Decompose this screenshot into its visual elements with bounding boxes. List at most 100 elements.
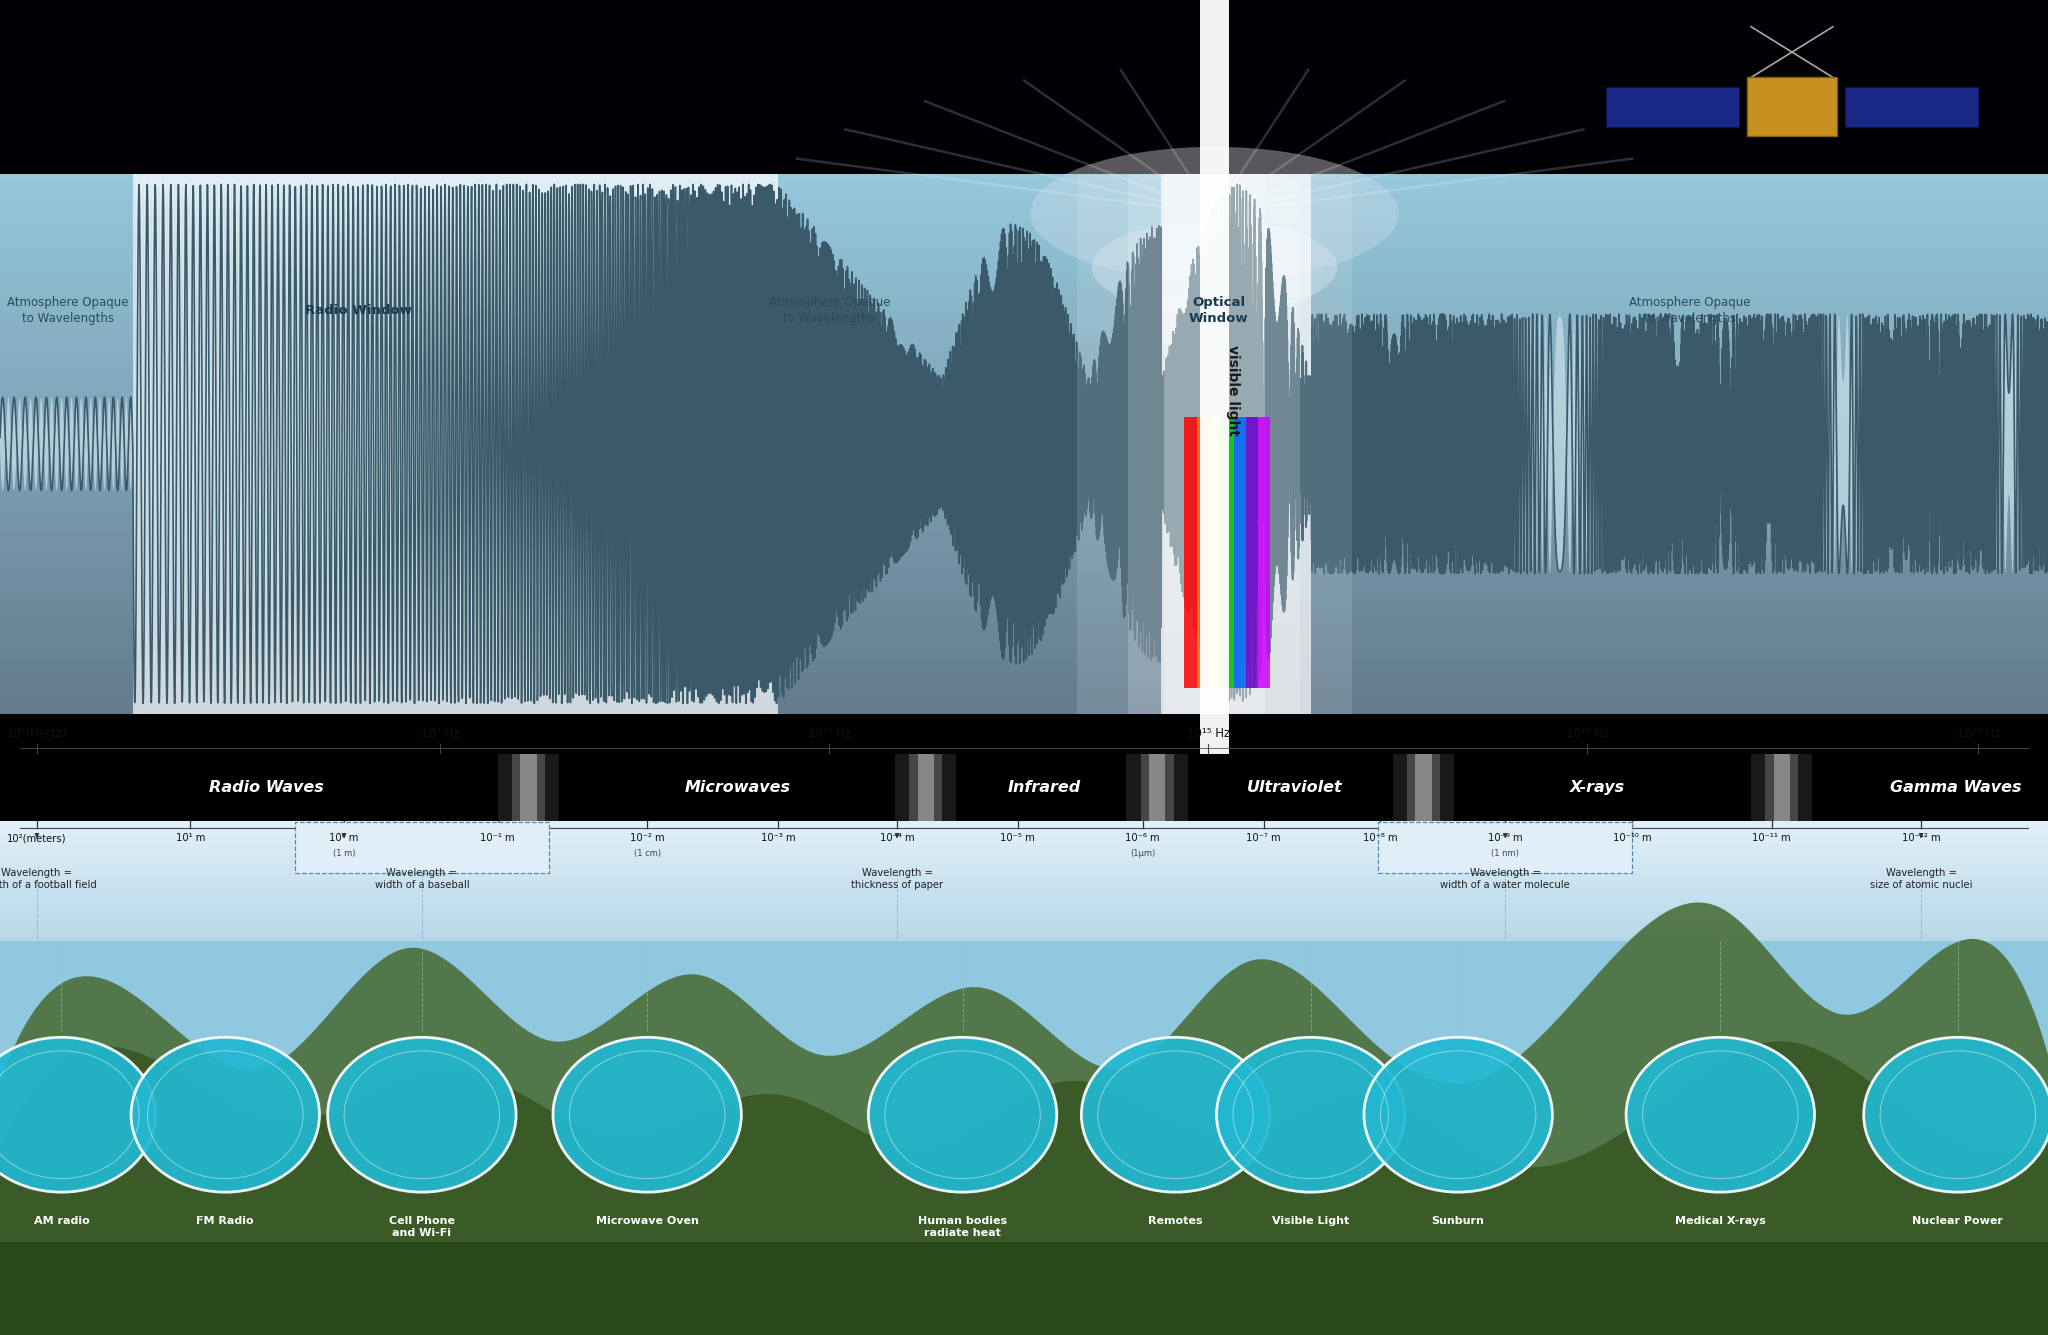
Bar: [0, 430, 2048, 437]
Bar: [0, 390, 2048, 396]
Ellipse shape: [553, 1037, 741, 1192]
Bar: [0, 688, 2048, 694]
Text: (1 cm): (1 cm): [633, 849, 662, 858]
Bar: [1606, 87, 1739, 127]
Text: Wavelength =
thickness of paper: Wavelength = thickness of paper: [852, 868, 942, 890]
Bar: [1221, 417, 1233, 688]
Text: Sunburn: Sunburn: [1432, 1216, 1485, 1226]
Bar: [1845, 87, 1978, 127]
Bar: [0, 925, 2048, 929]
Bar: [0, 933, 2048, 937]
Bar: [0, 383, 2048, 390]
Bar: [0, 853, 2048, 857]
Bar: [0, 566, 2048, 573]
Text: Radio Window: Radio Window: [305, 304, 412, 316]
Bar: [0, 869, 2048, 873]
Bar: [0, 282, 2048, 288]
Text: 10¹² Hz: 10¹² Hz: [807, 726, 852, 740]
Text: 10⁻¹⁰ m: 10⁻¹⁰ m: [1614, 833, 1651, 842]
Ellipse shape: [0, 1037, 156, 1192]
Bar: [0, 929, 2048, 933]
Bar: [0, 829, 2048, 833]
Bar: [1257, 417, 1270, 688]
Bar: [0, 242, 2048, 248]
Bar: [0, 207, 2048, 214]
Bar: [0, 681, 2048, 688]
Bar: [0, 322, 2048, 328]
Bar: [0, 350, 2048, 356]
Text: 10⁻² m: 10⁻² m: [631, 833, 664, 842]
Text: Optical
Window: Optical Window: [1188, 295, 1249, 326]
Bar: [0, 857, 2048, 861]
Bar: [0, 343, 2048, 350]
Bar: [1393, 754, 1454, 821]
Bar: [0, 901, 2048, 905]
Text: 10⁰ m: 10⁰ m: [330, 833, 358, 842]
Bar: [0, 626, 2048, 633]
Bar: [0, 0, 2048, 174]
Bar: [0, 905, 2048, 909]
Bar: [0, 653, 2048, 659]
Bar: [0, 187, 2048, 194]
Bar: [0, 708, 2048, 714]
Bar: [1774, 754, 1790, 821]
Text: Medical X-rays: Medical X-rays: [1675, 1216, 1765, 1226]
Bar: [0, 396, 2048, 403]
Bar: [0, 235, 2048, 242]
Bar: [0, 917, 2048, 921]
Bar: [0, 220, 2048, 227]
Bar: [0, 1242, 2048, 1335]
Bar: [0, 302, 2048, 308]
Text: Infrared: Infrared: [1008, 780, 1081, 796]
Bar: [0, 937, 2048, 941]
Text: FM Radio: FM Radio: [197, 1216, 254, 1226]
Bar: [0, 194, 2048, 200]
Bar: [0, 511, 2048, 518]
Ellipse shape: [1217, 1037, 1405, 1192]
Text: 10⁻⁶ m: 10⁻⁶ m: [1126, 833, 1159, 842]
Bar: [0, 228, 2048, 235]
Ellipse shape: [1864, 1037, 2048, 1192]
Text: 10¹⁵ Hz: 10¹⁵ Hz: [1186, 726, 1231, 740]
Text: Microwaves: Microwaves: [684, 780, 791, 796]
Text: Gamma Waves: Gamma Waves: [1890, 780, 2021, 796]
Text: Atmosphere Opaque
to Wavelengths: Atmosphere Opaque to Wavelengths: [6, 295, 129, 326]
Bar: [1161, 174, 1311, 714]
Text: 10⁻⁵ m: 10⁻⁵ m: [1001, 833, 1034, 842]
Bar: [0, 200, 2048, 207]
Ellipse shape: [868, 1037, 1057, 1192]
Bar: [0, 531, 2048, 538]
Bar: [1184, 417, 1196, 688]
Bar: [0, 268, 2048, 275]
Bar: [0, 538, 2048, 545]
Bar: [0, 837, 2048, 841]
Ellipse shape: [328, 1037, 516, 1192]
Bar: [1128, 174, 1300, 714]
Text: visible light: visible light: [1227, 344, 1239, 437]
Bar: [0, 174, 2048, 714]
Bar: [0, 646, 2048, 653]
Text: Wavelength =
width of a water molecule: Wavelength = width of a water molecule: [1440, 868, 1571, 890]
Bar: [1407, 754, 1440, 821]
Text: Visible Light: Visible Light: [1272, 1216, 1350, 1226]
Bar: [0, 659, 2048, 668]
Bar: [1196, 417, 1208, 688]
Bar: [0, 668, 2048, 674]
Bar: [1747, 77, 1837, 136]
Bar: [0, 639, 2048, 646]
Bar: [0, 214, 2048, 220]
Bar: [0, 619, 2048, 626]
Ellipse shape: [1143, 287, 1286, 354]
Bar: [0, 275, 2048, 282]
Bar: [0, 525, 2048, 531]
Bar: [0, 410, 2048, 417]
Bar: [0, 423, 2048, 430]
Text: Cell Phone
and Wi-Fi: Cell Phone and Wi-Fi: [389, 1216, 455, 1238]
Bar: [0, 471, 2048, 478]
Bar: [1233, 417, 1245, 688]
Bar: [0, 821, 2048, 825]
Bar: [0, 825, 2048, 829]
Bar: [0, 674, 2048, 681]
Bar: [0, 437, 2048, 443]
Text: 10⁻⁷ m: 10⁻⁷ m: [1247, 833, 1280, 842]
